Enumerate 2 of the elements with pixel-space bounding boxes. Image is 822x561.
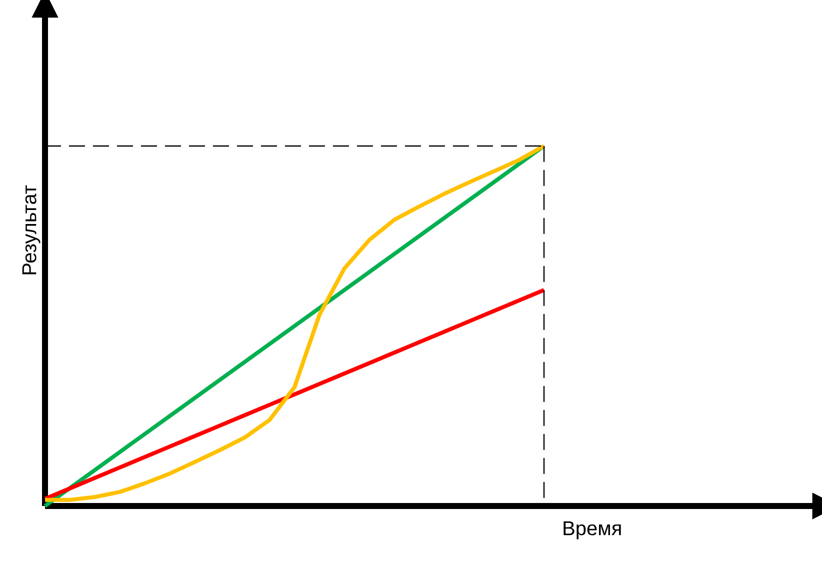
y-axis-title: Результат: [22, 185, 40, 274]
x-axis-title: Время: [564, 521, 621, 540]
